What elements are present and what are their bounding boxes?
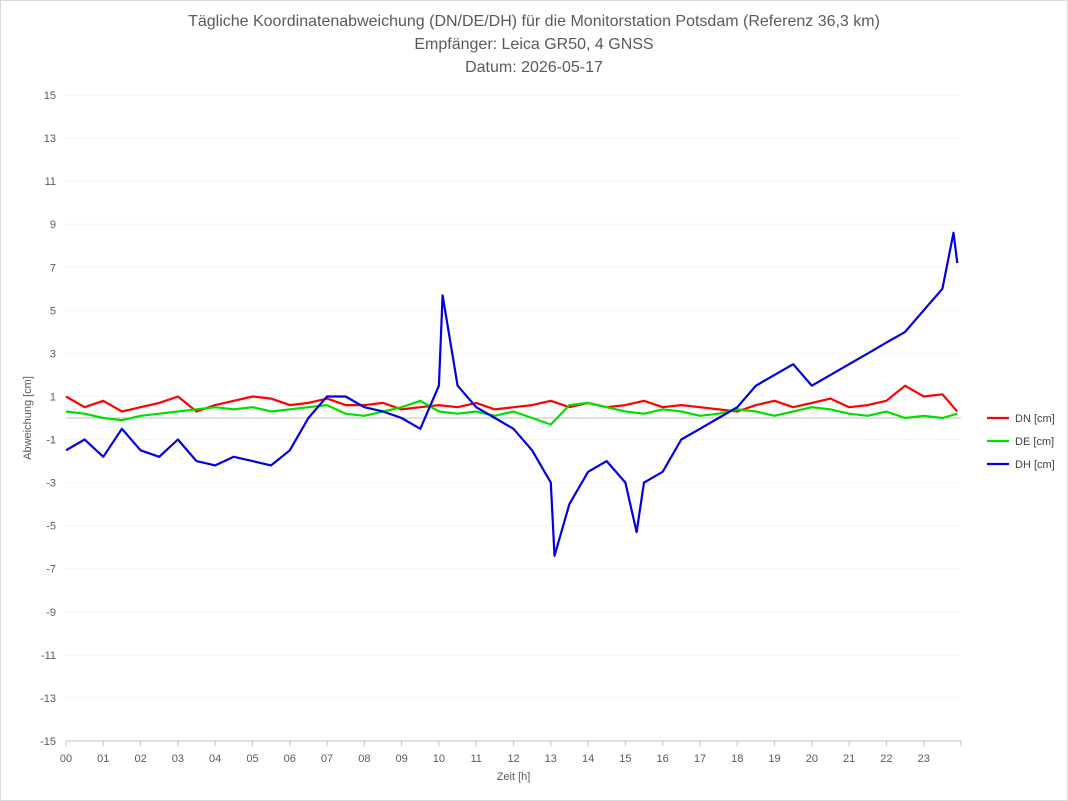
grid-lines	[66, 94, 961, 742]
series-lines	[65, 231, 959, 557]
x-tick-label: 06	[284, 753, 296, 765]
chart-subtitle-receiver: Empfänger: Leica GR50, 4 GNSS	[414, 36, 654, 53]
x-tick-label: 07	[321, 753, 333, 765]
x-axis-label: Zeit [h]	[497, 771, 531, 783]
x-tick-label: 02	[134, 753, 146, 765]
x-tick-label: 21	[843, 753, 855, 765]
x-tick-label: 16	[657, 753, 669, 765]
y-tick-label: -3	[46, 478, 56, 490]
y-tick-label: 9	[50, 219, 56, 231]
x-tick-label: 11	[470, 753, 481, 765]
x-tick-label: 14	[582, 753, 594, 765]
y-tick-label: -1	[46, 435, 56, 447]
x-tick-label: 23	[918, 753, 930, 765]
x-tick-label: 17	[694, 753, 706, 765]
y-tick-label: -11	[41, 650, 56, 662]
x-tick-label: 08	[358, 753, 370, 765]
x-tick-label: 12	[507, 753, 519, 765]
x-tick-label: 18	[731, 753, 743, 765]
x-tick-label: 19	[768, 753, 780, 765]
x-tick-label: 15	[619, 753, 631, 765]
legend-label: DH [cm]	[1015, 459, 1055, 471]
x-tick-label: 04	[209, 753, 221, 765]
y-tick-label: 7	[50, 262, 56, 274]
x-tick-label: 13	[545, 753, 557, 765]
y-tick-label: 5	[50, 305, 56, 317]
y-axis-ticks: 15 13 11 9 7 5 3 1 -1 -3 -5 -7 -9 -11 -13 -15	[40, 90, 56, 748]
x-axis-ticks: 00 01 02 03 04 05 06 07 08 09 10 11 12 13 14 15 16 17 18 19…	[60, 741, 962, 765]
y-tick-label: 3	[50, 348, 56, 360]
y-tick-label: -13	[40, 693, 56, 705]
legend-label: DE [cm]	[1015, 436, 1054, 448]
x-tick-label: 03	[172, 753, 184, 765]
y-tick-label: 15	[44, 90, 56, 102]
y-tick-label: -5	[46, 521, 56, 533]
x-tick-label: 00	[60, 753, 72, 765]
y-tick-label: -15	[40, 736, 56, 748]
x-tick-label: 22	[880, 753, 892, 765]
chart-title: Tägliche Koordinatenabweichung (DN/DE/DH…	[188, 13, 880, 30]
y-axis-label: Abweichung [cm]	[22, 376, 34, 460]
legend: DN [cm] DE [cm] DH [cm]	[987, 413, 1055, 471]
x-tick-label: 10	[433, 753, 445, 765]
x-tick-label: 20	[806, 753, 818, 765]
series-line-dn	[65, 384, 959, 413]
x-tick-label: 05	[246, 753, 258, 765]
legend-label: DN [cm]	[1015, 413, 1055, 425]
x-tick-label: 01	[97, 753, 109, 765]
x-tick-label: 09	[396, 753, 408, 765]
series-line-dh	[65, 231, 959, 557]
y-tick-label: 1	[50, 391, 56, 403]
y-tick-label: 13	[44, 133, 56, 145]
y-tick-label: -9	[46, 607, 56, 619]
y-tick-label: -7	[46, 564, 56, 576]
series-line-de	[65, 399, 958, 426]
y-tick-label: 11	[45, 176, 56, 188]
chart-subtitle-date: Datum: 2026-05-17	[465, 59, 603, 76]
